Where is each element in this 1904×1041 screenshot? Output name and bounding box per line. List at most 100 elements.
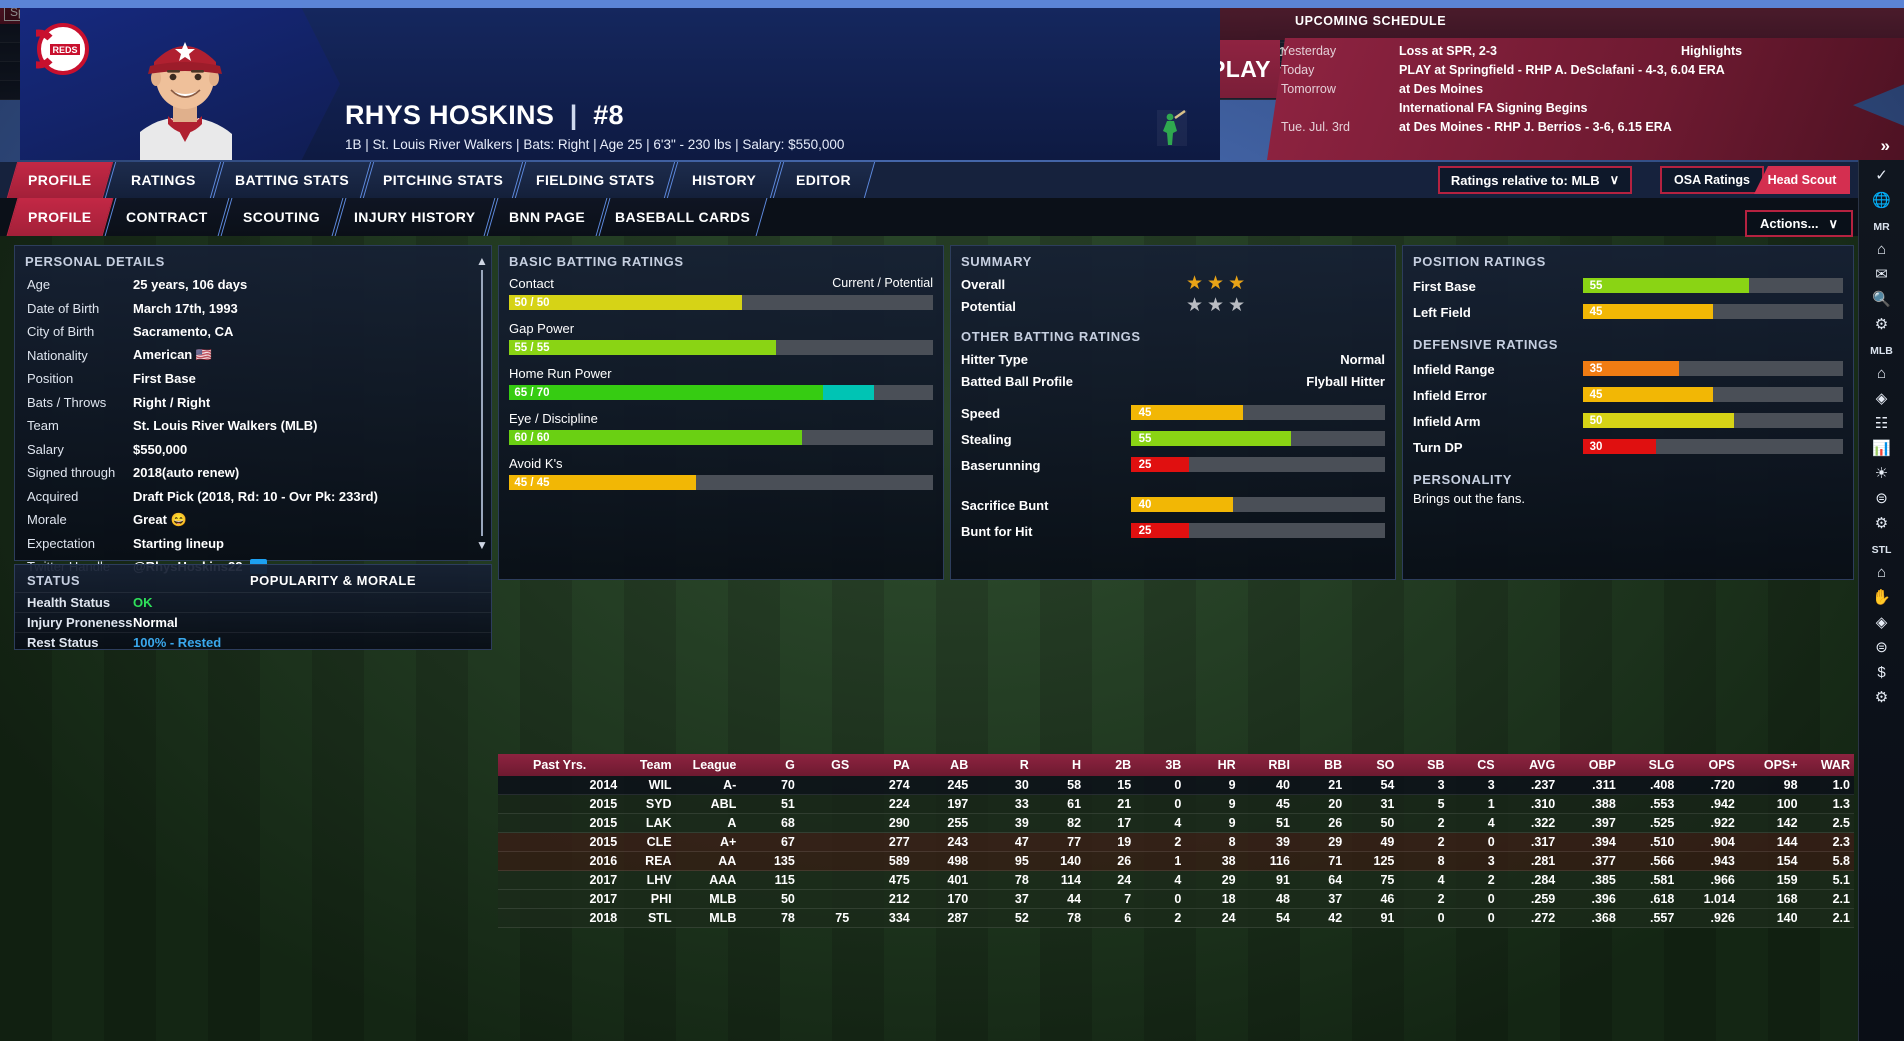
bar-value: 40 bbox=[1138, 498, 1152, 511]
cell: REA bbox=[645, 854, 672, 868]
cell: 4 bbox=[1437, 873, 1445, 887]
table-row[interactable]: 2015 SYD ABL 51 224 197 33 61 21 0 9 45 20 31 5 1.310.3… bbox=[498, 794, 1854, 814]
col-obp[interactable]: OBP bbox=[1559, 754, 1620, 776]
baseball-icon[interactable]: ☀ bbox=[1874, 465, 1889, 482]
home-icon[interactable]: ⌂ bbox=[1876, 365, 1887, 382]
col-rbi[interactable]: RBI bbox=[1239, 754, 1294, 776]
actions-dropdown[interactable]: Actions... ∨ bbox=[1745, 210, 1853, 237]
schedule-expand-icon[interactable]: » bbox=[1880, 136, 1890, 155]
scroll-down-icon[interactable]: ▼ bbox=[476, 538, 488, 552]
glove-icon[interactable]: ✋ bbox=[1872, 589, 1891, 606]
col-so[interactable]: SO bbox=[1346, 754, 1399, 776]
cell: 498 bbox=[947, 854, 969, 868]
col-team[interactable]: Team bbox=[621, 754, 676, 776]
table-row[interactable]: 2014 WIL A- 70 274 245 30 58 15 0 9 40 21 54 3 3 .237 .31… bbox=[498, 776, 1854, 795]
gear-icon[interactable]: ⚙ bbox=[1874, 689, 1889, 706]
subtab-contract[interactable]: CONTRACT bbox=[104, 198, 230, 236]
cell: 75 bbox=[1380, 873, 1395, 887]
col-h[interactable]: H bbox=[1032, 754, 1086, 776]
tab-batting-stats[interactable]: BATTING STATS bbox=[212, 162, 372, 198]
gear-icon[interactable]: ⚙ bbox=[1874, 316, 1889, 333]
osa-ratings-toggle[interactable]: OSA Ratings Head Scout bbox=[1660, 166, 1850, 194]
bar-track: 55 bbox=[1583, 278, 1843, 293]
cell bbox=[799, 776, 853, 795]
subtab-scouting[interactable]: SCOUTING bbox=[220, 198, 344, 236]
trade-icon[interactable]: ⊜ bbox=[1875, 639, 1888, 656]
col-sb[interactable]: SB bbox=[1398, 754, 1449, 776]
subtab-baseball-cards[interactable]: BASEBALL CARDS bbox=[598, 198, 768, 236]
table-row[interactable]: 2017 PHI MLB 50 212 170 37 44 7 0 18 48 37 46 2 0 .259 .3… bbox=[498, 889, 1854, 909]
schedule-row-value: PLAY at Springfield - RHP A. DeSclafani … bbox=[1399, 63, 1725, 77]
cell: 75 bbox=[835, 911, 850, 925]
col-slg[interactable]: SLG bbox=[1619, 754, 1679, 776]
table-row[interactable]: 2015 LAK A 68 290 255 39 82 17 4 9 51 26 50 2 4 .322 .397… bbox=[498, 813, 1854, 833]
col-cs[interactable]: CS bbox=[1448, 754, 1499, 776]
cell: 5.1 bbox=[1832, 873, 1850, 887]
dollar-icon[interactable]: $ bbox=[1877, 664, 1886, 681]
col-ops[interactable]: OPS bbox=[1678, 754, 1739, 776]
globe-icon[interactable]: 🌐 bbox=[1872, 192, 1891, 209]
summary-bar-speed: Speed 45 bbox=[951, 400, 1395, 426]
col-bb[interactable]: BB bbox=[1293, 754, 1347, 776]
cell: 197 bbox=[947, 797, 969, 811]
trade-icon[interactable]: ⊜ bbox=[1875, 490, 1888, 507]
ratings-relative-dropdown[interactable]: Ratings relative to: MLB ∨ bbox=[1438, 166, 1632, 194]
head-scout-value[interactable]: Head Scout bbox=[1754, 166, 1850, 194]
home-icon[interactable]: ⌂ bbox=[1876, 241, 1887, 258]
col-league[interactable]: League bbox=[675, 754, 741, 776]
secondary-tabbar: PROFILE CONTRACT SCOUTING INJURY HISTORY… bbox=[0, 198, 1904, 236]
detail-value: $550,000 bbox=[133, 441, 188, 457]
table-row[interactable]: 2016 REA AA 135 589 498 95 140 26 1 38 116 71 125 8 3 .2… bbox=[498, 851, 1854, 871]
detail-value: 25 years, 106 days bbox=[133, 277, 248, 293]
page-title: RHYS HOSKINS | #8 bbox=[345, 100, 624, 130]
card-icon[interactable]: ☷ bbox=[1874, 415, 1889, 432]
col-hr[interactable]: HR bbox=[1185, 754, 1240, 776]
search-icon[interactable]: 🔍 bbox=[1872, 291, 1891, 308]
summary-title: SUMMARY bbox=[961, 254, 1032, 269]
subtab-injury-history[interactable]: INJURY HISTORY bbox=[334, 198, 496, 236]
summary-bar-baserunning: Baserunning 25 bbox=[951, 452, 1395, 478]
subtab-bnn-page[interactable]: BNN PAGE bbox=[486, 198, 608, 236]
check-icon[interactable]: ✓ bbox=[1875, 167, 1888, 184]
col-avg[interactable]: AVG bbox=[1498, 754, 1560, 776]
col-3b[interactable]: 3B bbox=[1135, 754, 1186, 776]
scrollbar-track[interactable] bbox=[481, 270, 483, 536]
col-war[interactable]: WAR bbox=[1801, 754, 1854, 776]
table-row[interactable]: 2018 STL MLB 78 75 334 287 52 78 6 2 24 54 42 91 0 0 .272… bbox=[498, 908, 1854, 928]
subtab-profile[interactable]: PROFILE bbox=[6, 198, 114, 236]
col-r[interactable]: R bbox=[972, 754, 1033, 776]
player-name: RHYS HOSKINS bbox=[345, 100, 555, 130]
home-icon[interactable]: ⌂ bbox=[1876, 564, 1887, 581]
personal-details-scrollbar[interactable]: ▲ ▼ bbox=[476, 254, 488, 552]
tab-history[interactable]: HISTORY bbox=[666, 162, 782, 198]
eye-icon[interactable]: ◈ bbox=[1875, 614, 1888, 631]
summary-potential-row: Potential ★ ★ ★ bbox=[951, 295, 1395, 317]
table-row[interactable]: 2015 CLE A+ 67 277 243 47 77 19 2 8 39 29 49 2 0 .317 .39… bbox=[498, 832, 1854, 852]
cell: 26 bbox=[1117, 854, 1132, 868]
osa-ratings-label[interactable]: OSA Ratings bbox=[1660, 166, 1764, 194]
bar-chart-icon[interactable]: 📊 bbox=[1872, 440, 1891, 457]
tab-profile[interactable]: PROFILE bbox=[6, 162, 114, 198]
eye-icon[interactable]: ◈ bbox=[1875, 390, 1888, 407]
cell: 0 bbox=[1174, 778, 1182, 792]
tab-editor[interactable]: EDITOR bbox=[772, 162, 876, 198]
table-row[interactable]: 2017 LHV AAA 115 475 401 78 114 24 4 29 91 64 75 4 2 .28… bbox=[498, 870, 1854, 890]
scroll-up-icon[interactable]: ▲ bbox=[476, 254, 488, 268]
col-2b[interactable]: 2B bbox=[1085, 754, 1136, 776]
tab-ratings[interactable]: RATINGS bbox=[104, 162, 222, 198]
col-g[interactable]: G bbox=[740, 754, 799, 776]
bar-track: 50 bbox=[1583, 413, 1843, 428]
mail-icon[interactable]: ✉ bbox=[1875, 266, 1888, 283]
past-yrs-header[interactable]: Past Yrs. bbox=[498, 754, 622, 776]
col-gs[interactable]: GS bbox=[798, 754, 854, 776]
bar-track: 25 bbox=[1131, 457, 1385, 472]
col-ab[interactable]: AB bbox=[913, 754, 973, 776]
gear-icon[interactable]: ⚙ bbox=[1874, 515, 1889, 532]
status-key: Injury Proneness bbox=[27, 615, 133, 630]
col-opsplus[interactable]: OPS+ bbox=[1738, 754, 1802, 776]
highlights-link[interactable]: Highlights bbox=[1681, 44, 1743, 58]
col-pa[interactable]: PA bbox=[853, 754, 914, 776]
tab-pitching-stats[interactable]: PITCHING STATS bbox=[362, 162, 524, 198]
tab-fielding-stats[interactable]: FIELDING STATS bbox=[514, 162, 676, 198]
rating-label: Gap Power bbox=[509, 320, 575, 336]
